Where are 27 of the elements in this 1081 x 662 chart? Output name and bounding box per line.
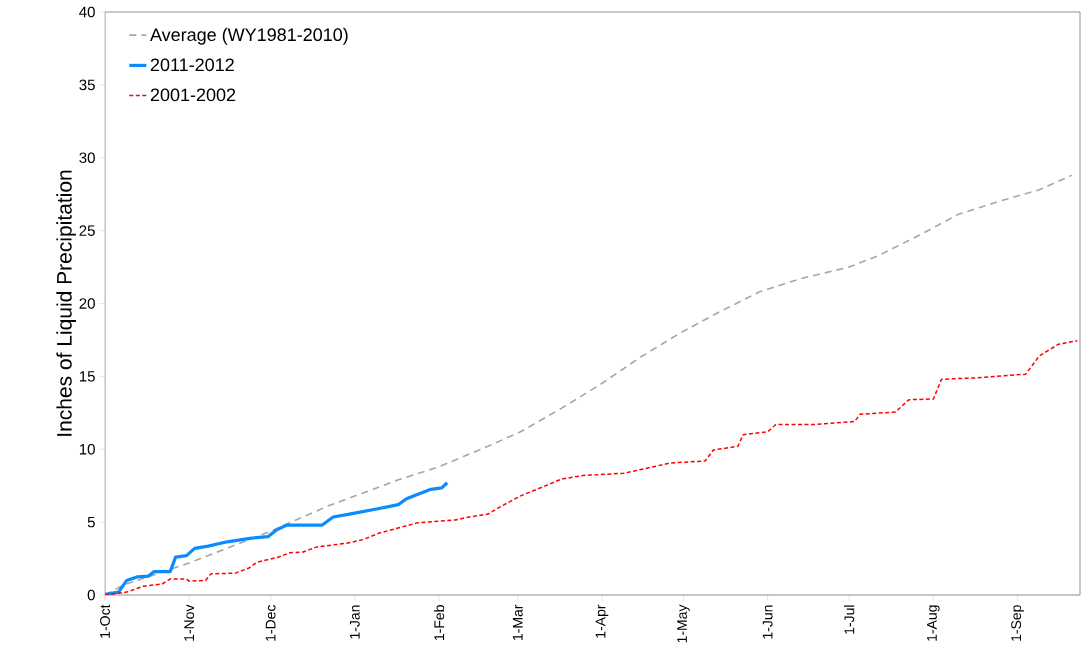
x-tick-label: 1-Jan	[349, 605, 360, 639]
legend-label: Average (WY1981-2010)	[150, 27, 348, 45]
y-tick-label: 30	[79, 152, 95, 164]
x-tick-label: 1-Jun	[762, 605, 773, 639]
x-tick-label: 1-Oct	[100, 604, 110, 638]
x-tick-label: 1-Sep	[1011, 605, 1024, 641]
y-tick-label: 5	[87, 516, 95, 528]
y-tick-label: 25	[79, 225, 95, 236]
x-tick-label: 1-Feb	[433, 605, 445, 641]
legend-label: 2001-2002	[150, 88, 236, 102]
x-tick-label: 1-May	[677, 604, 690, 643]
y-tick-label: 15	[79, 371, 95, 382]
line-series	[105, 339, 1079, 595]
x-tick-label: 1-Jul	[844, 605, 855, 634]
y-tick-label: 40	[79, 6, 95, 18]
x-tick-label: 1-Apr	[595, 604, 609, 638]
y-tick-label: 20	[79, 298, 95, 309]
legend-label: 2011-2012	[150, 58, 234, 72]
y-tick-label: 10	[79, 443, 95, 455]
y-tick-label: 0	[87, 589, 95, 601]
x-tick-label: 1-Nov	[184, 604, 195, 641]
y-axis-title: Inches of Liquid Precipitation	[56, 170, 76, 436]
y-tick-label: 35	[79, 79, 95, 91]
line-series	[105, 481, 449, 595]
x-tick-label: 1-Dec	[265, 604, 276, 641]
x-tick-label: 1-Mar	[512, 604, 523, 641]
x-tick-label: 1-Aug	[927, 605, 940, 641]
